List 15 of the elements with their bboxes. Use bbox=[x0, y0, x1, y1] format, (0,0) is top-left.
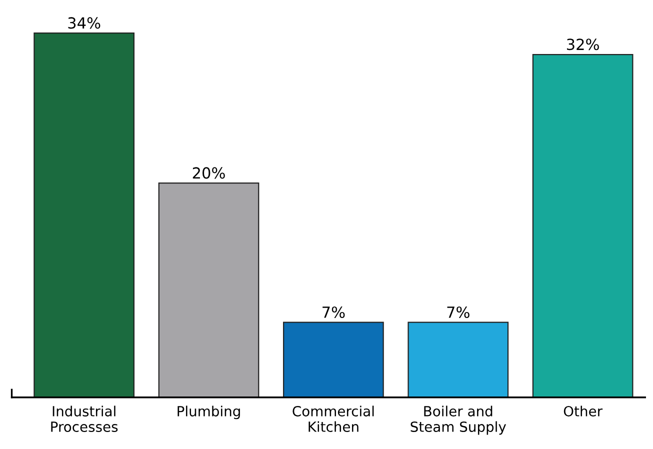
bar bbox=[408, 322, 509, 398]
data-label: 7% bbox=[447, 306, 470, 318]
data-label: 34% bbox=[68, 17, 100, 29]
x-tick-label: Commercial Kitchen bbox=[292, 406, 374, 432]
bar bbox=[532, 54, 634, 398]
bar bbox=[34, 32, 134, 398]
x-tick-label: Other bbox=[564, 406, 603, 416]
x-tick-label: Plumbing bbox=[178, 406, 240, 420]
bar bbox=[158, 182, 260, 398]
data-label: 32% bbox=[567, 38, 599, 50]
data-label: 20% bbox=[192, 167, 225, 179]
bar bbox=[283, 322, 384, 398]
x-tick-label: Industrial Processes bbox=[51, 406, 118, 432]
x-tick-label: Boiler and Steam Supply bbox=[410, 406, 506, 435]
data-label: 7% bbox=[322, 306, 345, 318]
